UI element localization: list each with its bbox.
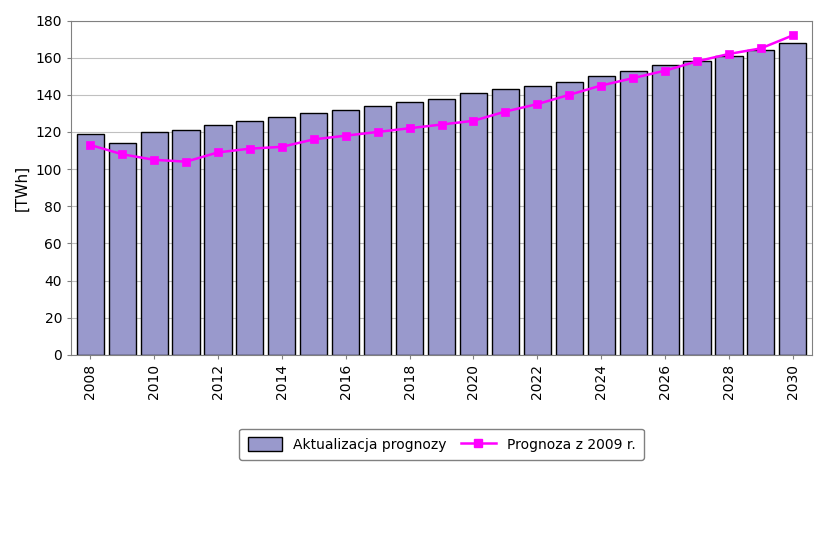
Bar [556,82,583,355]
Prognoza z 2009 r. [724,51,734,57]
Prognoza z 2009 r. [692,58,702,64]
Bar [492,89,519,355]
Prognoza z 2009 r. [437,122,447,128]
Prognoza z 2009 r. [149,157,159,163]
Bar [588,76,614,355]
Prognoza z 2009 r. [596,82,606,88]
Bar [237,121,264,355]
Prognoza z 2009 r. [564,92,574,98]
Bar [683,61,710,355]
Prognoza z 2009 r. [469,118,479,124]
Bar [779,43,806,355]
Legend: Aktualizacja prognozy, Prognoza z 2009 r.: Aktualizacja prognozy, Prognoza z 2009 r… [239,429,643,460]
Prognoza z 2009 r. [213,149,223,156]
Bar [268,117,295,355]
Bar [364,106,391,355]
Y-axis label: [TWh]: [TWh] [15,165,30,211]
Prognoza z 2009 r. [756,45,766,52]
Prognoza z 2009 r. [245,146,255,152]
Prognoza z 2009 r. [181,158,191,165]
Bar [523,85,551,355]
Prognoza z 2009 r. [117,151,127,157]
Bar [715,56,743,355]
Bar [173,130,199,355]
Bar [332,110,359,355]
Bar [204,125,232,355]
Bar [428,99,455,355]
Prognoza z 2009 r. [373,129,383,135]
Bar [108,143,136,355]
Bar [77,134,104,355]
Prognoza z 2009 r. [308,136,318,143]
Bar [460,93,487,355]
Prognoza z 2009 r. [277,143,287,150]
Bar [141,132,168,355]
Prognoza z 2009 r. [629,75,638,81]
Prognoza z 2009 r. [500,108,510,115]
Bar [300,114,327,355]
Prognoza z 2009 r. [404,125,414,132]
Prognoza z 2009 r. [660,68,670,74]
Prognoza z 2009 r. [533,101,543,107]
Prognoza z 2009 r. [341,133,351,139]
Bar [619,71,647,355]
Line: Prognoza z 2009 r.: Prognoza z 2009 r. [86,31,797,166]
Bar [748,50,774,355]
Prognoza z 2009 r. [788,32,798,38]
Bar [652,65,679,355]
Bar [396,102,423,355]
Prognoza z 2009 r. [85,142,95,148]
